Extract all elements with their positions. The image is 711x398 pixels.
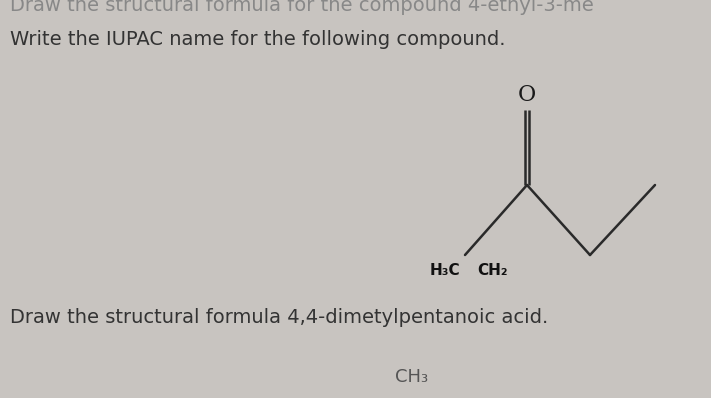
Text: Write the IUPAC name for the following compound.: Write the IUPAC name for the following c… [10, 30, 506, 49]
Text: Draw the structural formula for the compound 4-ethyl-3-me: Draw the structural formula for the comp… [10, 0, 594, 15]
Text: Draw the structural formula 4,4-dimetylpentanoic acid.: Draw the structural formula 4,4-dimetylp… [10, 308, 548, 327]
Text: CH₂: CH₂ [477, 263, 508, 278]
Text: O: O [518, 84, 536, 106]
Text: H₃C: H₃C [429, 263, 460, 278]
Text: CH₃: CH₃ [395, 368, 428, 386]
